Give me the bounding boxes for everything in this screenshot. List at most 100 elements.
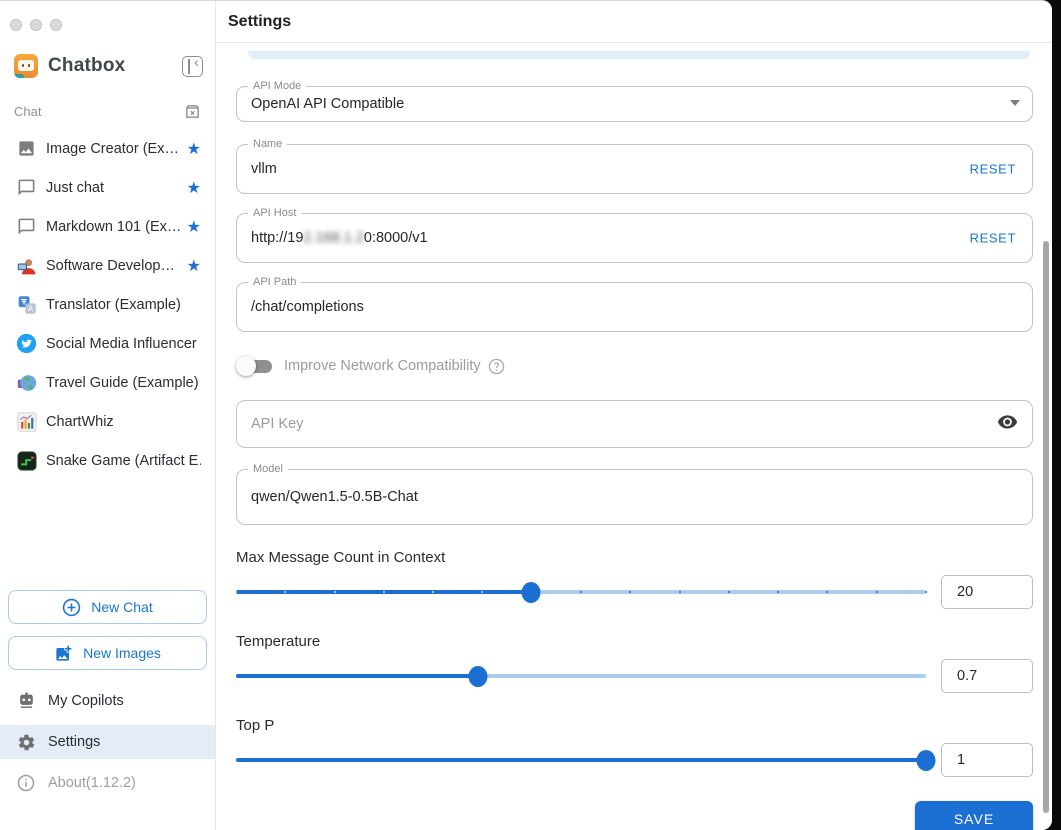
chat-bubble-icon [16, 177, 37, 198]
api-mode-value: OpenAI API Compatible [251, 96, 405, 112]
list-item-label: Just chat [46, 179, 105, 196]
sidebar: Chatbox Chat Image Creator (Ex… ★ [0, 1, 216, 830]
list-item-just-chat[interactable]: Just chat ★ [0, 168, 215, 207]
star-icon[interactable]: ★ [186, 140, 201, 158]
save-button[interactable]: SAVE [915, 801, 1033, 830]
chat-section-header: Chat [14, 103, 201, 120]
brand-row: Chatbox [14, 54, 203, 78]
chart-icon [16, 411, 37, 432]
slider-thumb[interactable] [916, 750, 936, 771]
top-p-slider[interactable] [236, 743, 936, 777]
close-window-button[interactable] [10, 19, 22, 31]
list-item-travel-guide[interactable]: Travel Guide (Example) [0, 363, 215, 402]
star-icon[interactable]: ★ [186, 179, 201, 197]
api-path-field[interactable]: API Path /chat/completions [236, 276, 1033, 332]
api-key-placeholder: API Key [251, 416, 304, 432]
star-icon[interactable]: ★ [186, 257, 201, 275]
main-header: Settings [216, 1, 1052, 43]
list-item-label: Snake Game (Artifact E… [46, 452, 201, 469]
chatbox-logo-icon [14, 54, 38, 78]
name-field[interactable]: Name vllm RESET [236, 138, 1033, 194]
temperature-label: Temperature [236, 633, 321, 650]
name-value: vllm [251, 161, 277, 177]
api-path-value: /chat/completions [251, 299, 364, 315]
network-compatibility-label: Improve Network Compatibility [284, 358, 481, 374]
api-host-field[interactable]: API Host http://192.168.1.20:8000/v1 RES… [236, 207, 1033, 263]
temperature-slider[interactable] [236, 659, 926, 693]
info-icon [16, 773, 36, 793]
new-chat-label: New Chat [91, 599, 153, 615]
window-controls [10, 19, 62, 31]
api-mode-select[interactable]: API Mode OpenAI API Compatible [236, 80, 1033, 122]
top-p-row: 1 [236, 743, 1033, 777]
list-item-label: ChartWhiz [46, 413, 114, 430]
max-message-count-label: Max Message Count in Context [236, 549, 446, 566]
collapse-sidebar-icon[interactable] [182, 54, 203, 77]
api-path-label: API Path [248, 276, 302, 289]
save-row: SAVE [236, 801, 1033, 830]
model-label: Model [248, 463, 288, 476]
redacted-host-segment: 2.168.1.2 [303, 230, 364, 246]
chevron-down-icon [1010, 100, 1020, 106]
page-title: Settings [228, 12, 292, 30]
minimize-window-button[interactable] [30, 19, 42, 31]
eye-icon[interactable] [997, 411, 1018, 437]
conversation-list: Image Creator (Ex… ★ Just chat ★ Markdow… [0, 129, 215, 480]
api-host-reset-button[interactable]: RESET [969, 230, 1016, 246]
list-item-label: Travel Guide (Example) [46, 374, 199, 391]
vertical-scrollbar[interactable] [1043, 241, 1049, 813]
chat-bubble-icon [16, 216, 37, 237]
gear-icon [16, 732, 36, 752]
max-message-count-row: 20 [235, 575, 1033, 609]
about-item[interactable]: About(1.12.2) [0, 766, 215, 799]
list-item-chartwhiz[interactable]: ChartWhiz [0, 402, 215, 441]
top-p-input[interactable]: 1 [941, 743, 1033, 777]
chat-section-label: Chat [14, 104, 42, 119]
svg-text:A: A [27, 304, 33, 313]
slider-thumb[interactable] [468, 666, 487, 687]
list-item-social-media-influencer[interactable]: Social Media Influencer … [0, 324, 215, 363]
list-item-label: Image Creator (Ex… [46, 140, 179, 157]
temperature-row: 0.7 [236, 659, 1033, 693]
new-images-button[interactable]: New Images [8, 636, 207, 670]
model-field[interactable]: Model qwen/Qwen1.5-0.5B-Chat [236, 463, 1033, 525]
name-reset-button[interactable]: RESET [969, 161, 1016, 177]
main-panel: Settings API Mode OpenAI API Compatible … [216, 1, 1052, 830]
list-item-markdown-101[interactable]: Markdown 101 (Ex… ★ [0, 207, 215, 246]
api-mode-label: API Mode [248, 80, 307, 93]
clear-conversations-icon[interactable] [184, 103, 201, 120]
list-item-snake-game[interactable]: Snake Game (Artifact E… [0, 441, 215, 480]
new-chat-button[interactable]: New Chat [8, 590, 207, 624]
temperature-input[interactable]: 0.7 [941, 659, 1033, 693]
app-title: Chatbox [48, 55, 126, 76]
list-item-label: Software Develop… [46, 257, 175, 274]
network-compatibility-row: Improve Network Compatibility [236, 351, 1033, 381]
new-images-label: New Images [83, 645, 161, 661]
top-p-label: Top P [236, 717, 275, 734]
plus-circle-icon [63, 598, 81, 616]
network-compatibility-toggle[interactable] [236, 356, 274, 376]
my-copilots-item[interactable]: My Copilots [0, 684, 215, 717]
settings-form: API Mode OpenAI API Compatible Name vllm… [216, 51, 1052, 830]
maximize-window-button[interactable] [50, 19, 62, 31]
help-icon[interactable] [488, 358, 505, 375]
add-photo-icon [56, 645, 72, 661]
my-copilots-label: My Copilots [48, 692, 124, 709]
about-label: About(1.12.2) [48, 774, 136, 791]
star-icon[interactable]: ★ [186, 218, 201, 236]
developer-emoji-icon [16, 255, 37, 276]
max-message-count-slider[interactable] [235, 575, 927, 609]
settings-item-selected[interactable]: Settings [0, 725, 215, 759]
list-item-translator[interactable]: A Translator (Example) [0, 285, 215, 324]
max-message-count-input[interactable]: 20 [941, 575, 1033, 609]
model-value: qwen/Qwen1.5-0.5B-Chat [251, 489, 418, 505]
api-key-field[interactable]: API Key [236, 400, 1033, 448]
list-item-image-creator[interactable]: Image Creator (Ex… ★ [0, 129, 215, 168]
globe-icon [16, 372, 37, 393]
image-icon [16, 138, 37, 159]
list-item-software-developer[interactable]: Software Develop… ★ [0, 246, 215, 285]
api-host-label: API Host [248, 207, 302, 220]
settings-label: Settings [48, 734, 101, 750]
slider-thumb[interactable] [521, 582, 541, 603]
